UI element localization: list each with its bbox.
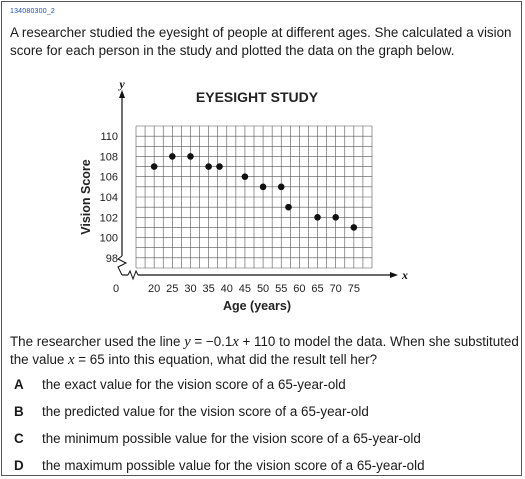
- data-point: [350, 224, 358, 231]
- choice-letter: B: [14, 404, 24, 419]
- choice-text: the minimum possible value for the visio…: [42, 431, 421, 446]
- data-point: [259, 183, 267, 191]
- item-id: 134080300_2: [10, 8, 56, 15]
- y-tick-label: 102: [100, 212, 118, 224]
- y-axis-var-label: y: [117, 77, 125, 91]
- data-point: [150, 163, 158, 170]
- prompt-equation: = −0.1: [190, 334, 233, 349]
- data-point: [314, 213, 321, 221]
- choice-text: the maximum possible value for the visio…: [42, 458, 425, 473]
- data-point: [205, 163, 212, 170]
- y-tick-label: 104: [100, 192, 118, 204]
- var-y: y: [184, 334, 191, 350]
- x-tick-label: 55: [275, 283, 287, 295]
- question-prompt: The researcher used the line y = −0.1x +…: [10, 333, 520, 369]
- chart-svg: EYESIGHT STUDY y x 98 100 102 104 106 108 110 0 20 2…: [79, 77, 408, 313]
- y-axis-arrow: [119, 90, 125, 98]
- x-tick-label: 65: [311, 283, 323, 295]
- y-tick-label: 100: [100, 233, 118, 245]
- prompt-text-1: The researcher used the line: [10, 334, 185, 349]
- eyesight-scatter-chart: EYESIGHT STUDY y x 98 100 102 104 106 108 110 0 20 2…: [72, 77, 412, 322]
- x-tick-label: 45: [239, 283, 251, 295]
- data-point: [216, 163, 223, 170]
- var-x: x: [232, 334, 239, 350]
- data-point: [285, 203, 292, 211]
- data-point: [169, 153, 176, 160]
- choice-letter: C: [14, 431, 24, 446]
- y-axis-title: Vision Score: [79, 159, 93, 235]
- prompt-text-3: = 65 into this equation, what did the re…: [74, 352, 378, 367]
- x-tick-label: 0: [113, 283, 119, 295]
- choice-letter: A: [14, 377, 24, 392]
- y-tick-label: 110: [100, 131, 118, 143]
- choice-letter: D: [14, 458, 24, 473]
- x-tick-label: 25: [166, 283, 178, 295]
- choice-text: the exact value for the vision score of …: [42, 377, 346, 392]
- x-tick-label: 50: [257, 283, 269, 295]
- x-tick-label: 75: [348, 283, 360, 295]
- x-tick-label: 70: [330, 283, 342, 295]
- x-tick-label: 40: [221, 283, 233, 295]
- x-axis-break: [127, 269, 139, 281]
- y-tick-label: 108: [100, 151, 118, 163]
- data-point: [187, 153, 194, 160]
- x-tick-label: 35: [202, 283, 214, 295]
- x-tick-label: 30: [184, 283, 196, 295]
- x-axis-var-label: x: [401, 268, 408, 282]
- x-tick-label: 60: [293, 283, 305, 295]
- y-axis-break: [117, 255, 128, 276]
- chart-title: EYESIGHT STUDY: [196, 89, 319, 105]
- data-point: [277, 183, 285, 191]
- y-tick-label: 98: [106, 253, 118, 265]
- x-axis-arrow: [390, 272, 398, 278]
- data-point: [241, 173, 249, 181]
- x-tick-label: 20: [148, 283, 160, 295]
- y-tick-label: 106: [100, 172, 118, 184]
- x-axis-title: Age (years): [223, 299, 291, 313]
- prompt-text-2: + 110 to model the data. When she substi…: [10, 334, 519, 367]
- choice-text: the predicted value for the vision score…: [42, 404, 369, 419]
- question-stem: A researcher studied the eyesight of peo…: [10, 25, 512, 58]
- var-x-substitution: x: [68, 352, 75, 368]
- data-point: [332, 213, 339, 221]
